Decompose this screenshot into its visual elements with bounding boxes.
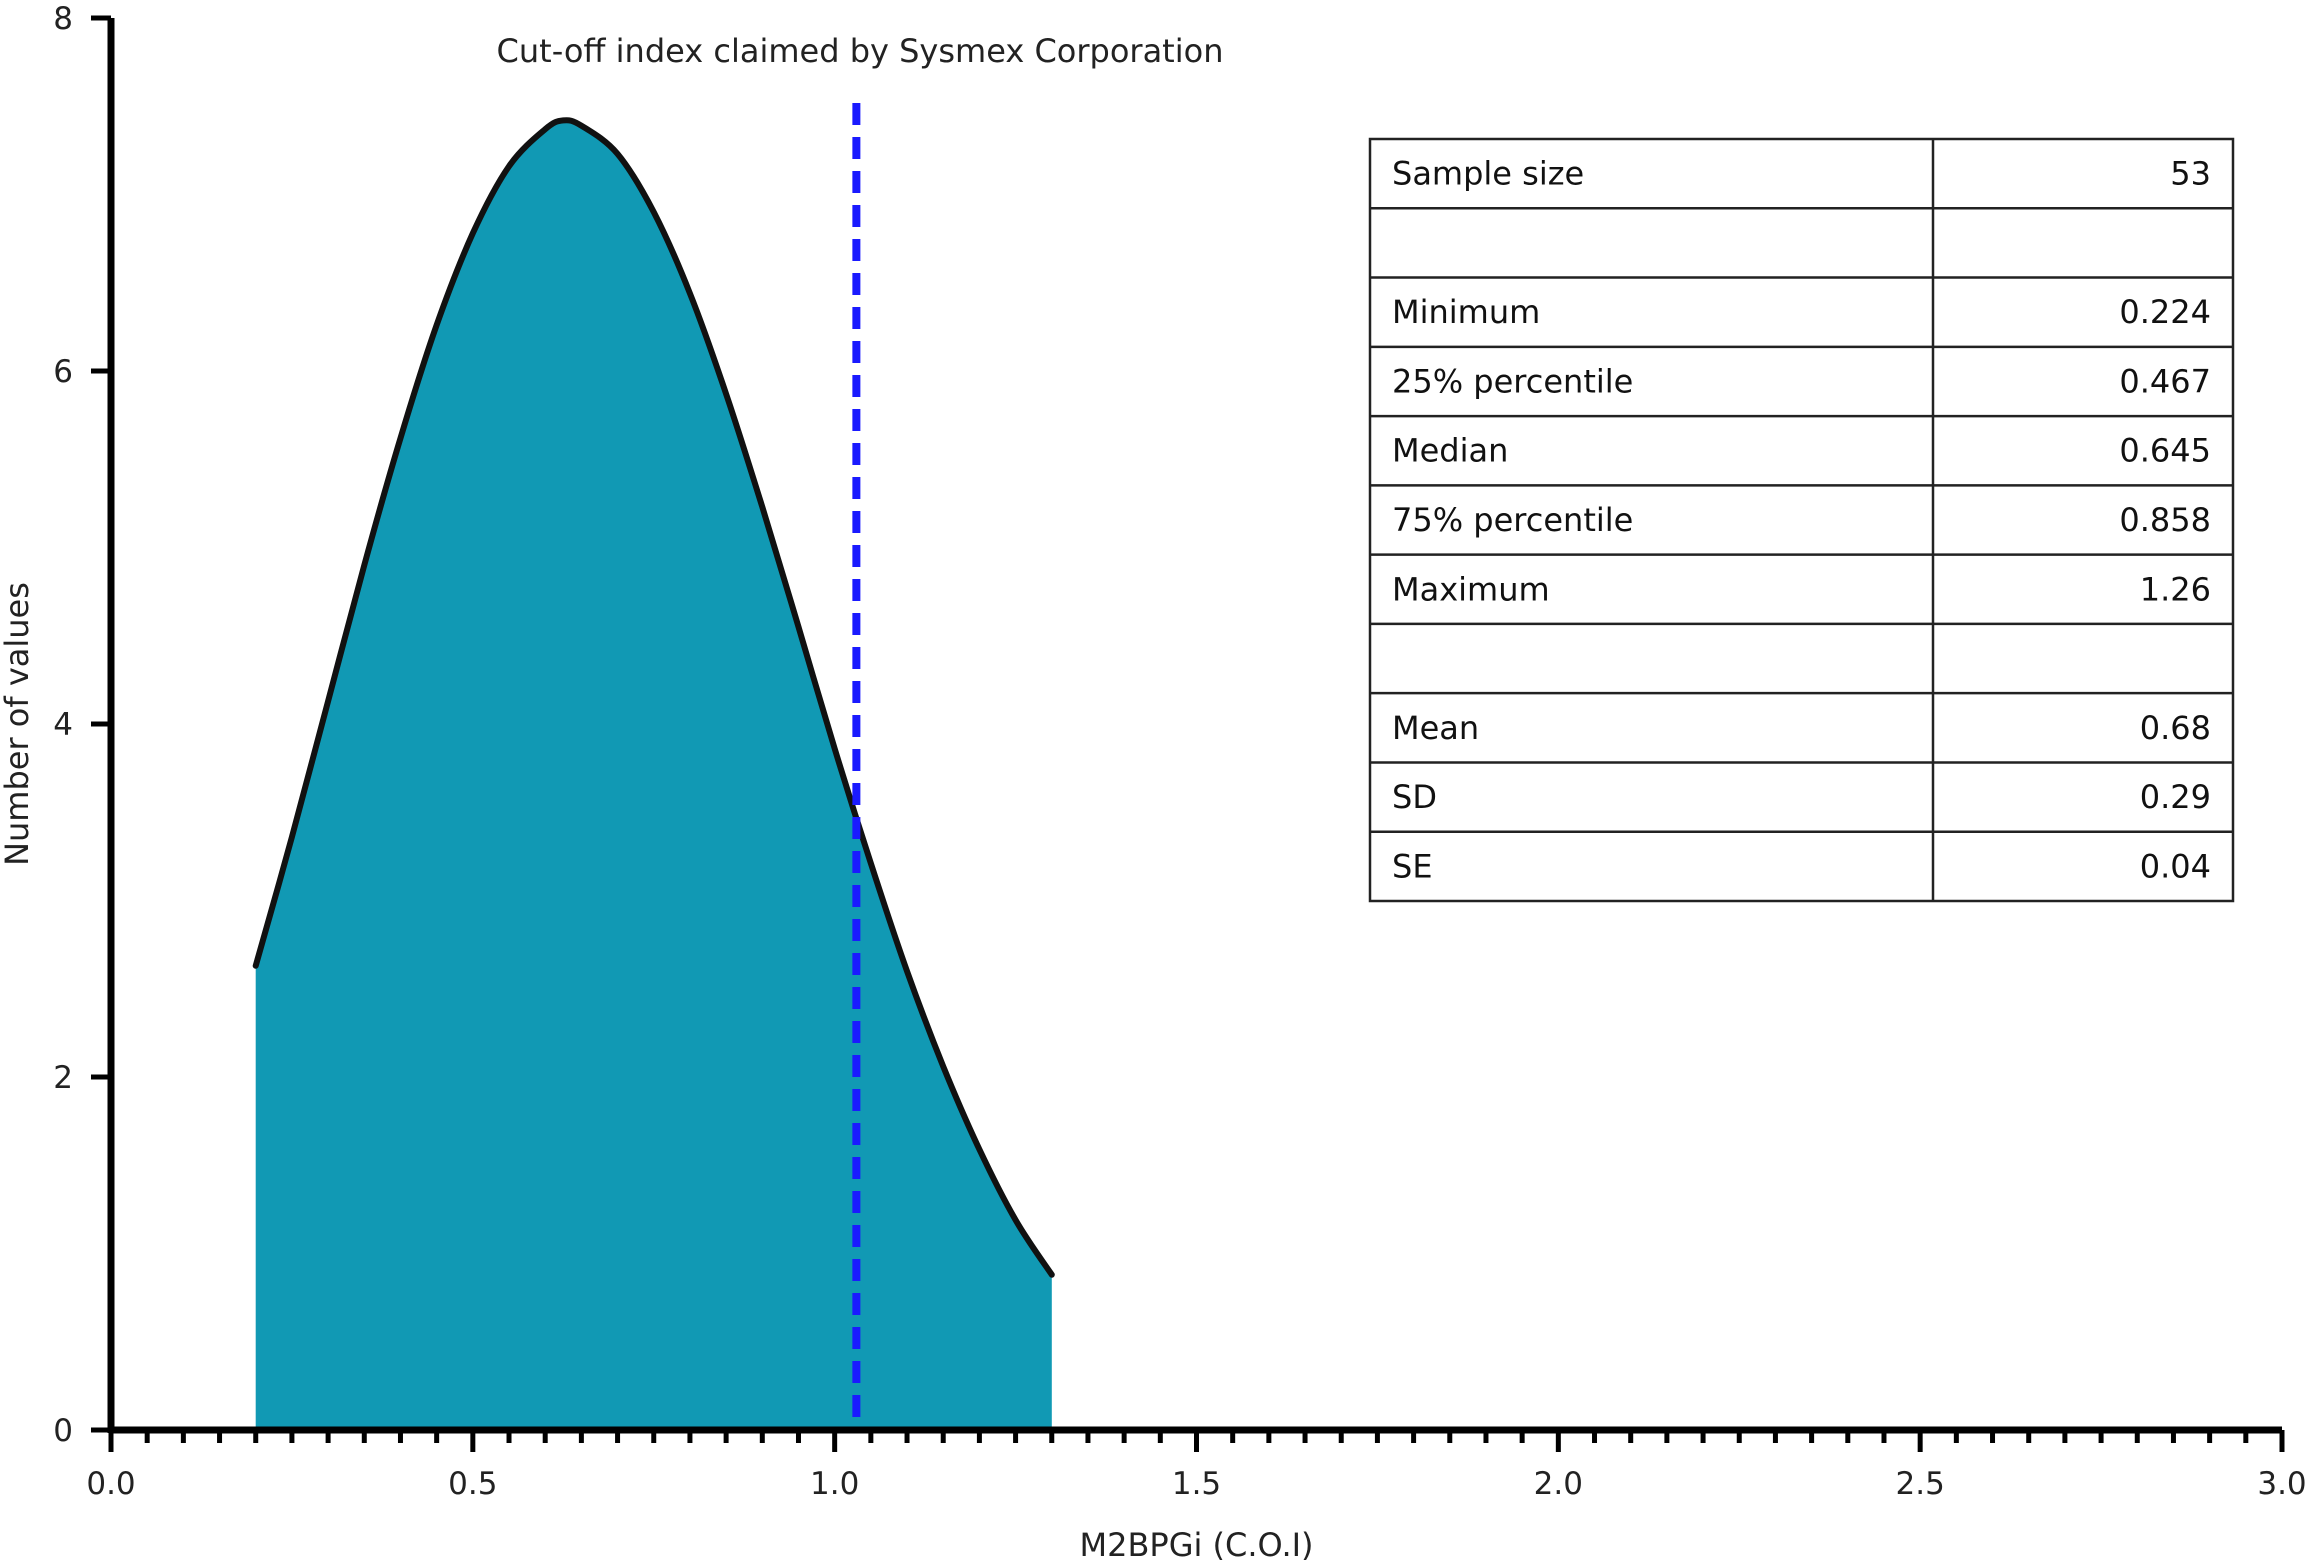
y-tick-label: 0 [53, 1413, 73, 1449]
stats-label: SD [1392, 778, 1437, 816]
stats-label: Median [1392, 432, 1508, 470]
stats-label: 25% percentile [1392, 362, 1633, 400]
stats-value: 53 [2170, 155, 2211, 193]
x-axis-title: M2BPGi (C.O.I) [1079, 1526, 1313, 1564]
stats-label: Sample size [1392, 155, 1584, 193]
stats-value: 0.224 [2119, 293, 2211, 331]
x-axis: 0.0 0.5 1.0 1.5 2.0 2.5 3.0 [86, 1426, 2307, 1502]
y-tick-label: 8 [53, 1, 73, 37]
y-axis-title: Number of values [0, 582, 36, 866]
cutoff-annotation: Cut-off index claimed by Sysmex Corporat… [497, 32, 1224, 70]
x-tick-label: 1.5 [1172, 1466, 1221, 1502]
stats-value: 0.29 [2140, 778, 2211, 816]
stats-label: Minimum [1392, 293, 1540, 331]
x-tick-label: 0.5 [448, 1466, 497, 1502]
y-tick-label: 2 [53, 1060, 73, 1096]
stats-value: 0.858 [2119, 501, 2211, 539]
stats-value: 0.467 [2119, 362, 2211, 400]
distribution-curve [252, 117, 1055, 1278]
y-tick-label: 6 [53, 354, 73, 390]
stats-value: 1.26 [2140, 570, 2211, 608]
y-axis: 0 2 4 6 8 [53, 1, 115, 1449]
stats-label: Mean [1392, 709, 1479, 747]
stats-value: 0.68 [2140, 709, 2211, 747]
x-tick-label: 0.0 [86, 1466, 135, 1502]
x-tick-label: 2.0 [1534, 1466, 1583, 1502]
stats-label: Maximum [1392, 570, 1550, 608]
x-tick-label: 2.5 [1896, 1466, 1945, 1502]
stats-table: Sample size 53 Minimum 0.224 25% percentile 0… [1368, 137, 2235, 903]
stats-value: 0.645 [2119, 432, 2211, 470]
stats-table-border [1368, 137, 2235, 903]
stats-label: SE [1392, 847, 1433, 885]
stats-label: 75% percentile [1392, 501, 1633, 539]
y-tick-label: 4 [53, 707, 73, 743]
x-tick-label: 1.0 [810, 1466, 859, 1502]
distribution-area [255, 120, 1052, 1430]
x-tick-label: 3.0 [2257, 1466, 2306, 1502]
plot-area [252, 103, 1055, 1430]
stats-value: 0.04 [2140, 847, 2211, 885]
